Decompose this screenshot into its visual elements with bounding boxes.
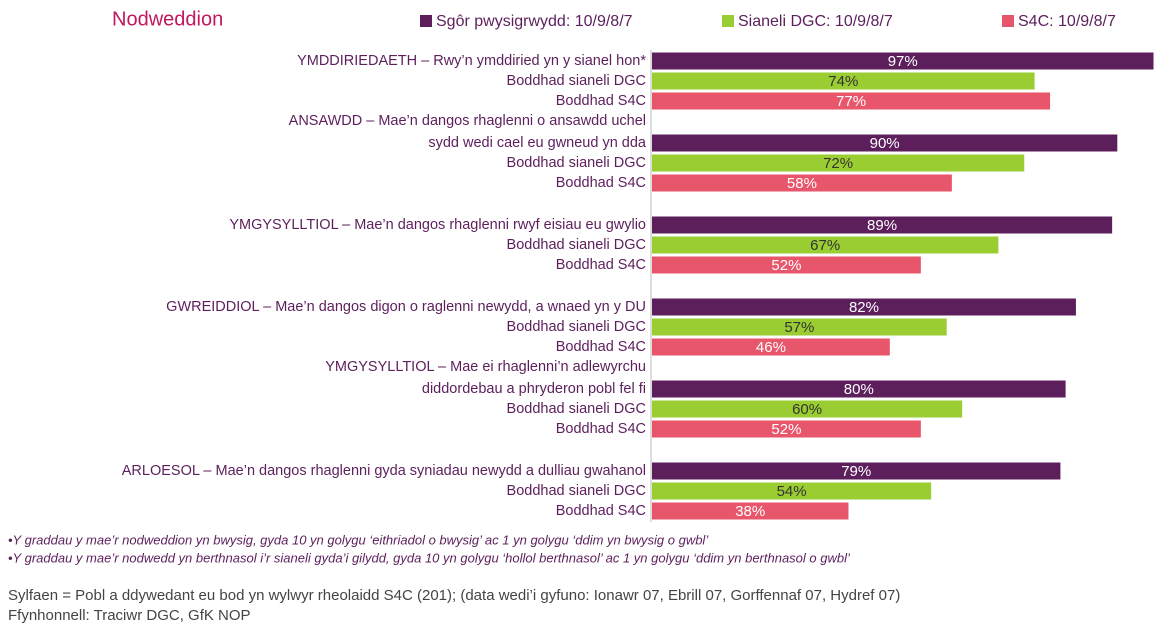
bar xyxy=(652,216,1113,234)
row-label: Boddhad sianeli DGC xyxy=(507,155,646,171)
category-label: GWREIDDIOL – Mae’n dangos digon o raglen… xyxy=(166,299,646,315)
value-label: 46% xyxy=(756,339,786,356)
value-label: 54% xyxy=(777,483,807,500)
category-label: diddordebau a phryderon pobl fel fi xyxy=(422,381,646,397)
row-label: Boddhad sianeli DGC xyxy=(507,401,646,417)
value-label: 72% xyxy=(823,155,853,172)
legend-swatch xyxy=(1002,15,1014,27)
category-label: ARLOESOL – Mae’n dangos rhaglenni gyda s… xyxy=(122,463,646,479)
footnote: •Y graddau y mae’r nodwedd yn berthnasol… xyxy=(8,550,851,565)
row-label: Boddhad sianeli DGC xyxy=(507,73,646,89)
bar xyxy=(652,380,1066,398)
bar xyxy=(652,298,1076,316)
value-label: 52% xyxy=(771,421,801,438)
value-label: 38% xyxy=(735,503,765,520)
row-label: Boddhad sianeli DGC xyxy=(507,483,646,499)
category-label: sydd wedi cael eu gwneud yn dda xyxy=(428,135,647,151)
row-label: Boddhad sianeli DGC xyxy=(507,237,646,253)
row-label: Boddhad S4C xyxy=(556,503,646,519)
bar xyxy=(652,400,963,418)
value-label: 90% xyxy=(870,135,900,152)
base-note: Sylfaen = Pobl a ddywedant eu bod yn wyl… xyxy=(8,587,900,604)
value-label: 89% xyxy=(867,217,897,234)
legend-label: Sianeli DGC: 10/9/8/7 xyxy=(738,13,893,30)
category-label: YMGYSYLLTIOL – Mae ei rhaglenni’n adlewy… xyxy=(325,359,646,375)
bar xyxy=(652,52,1154,70)
row-label: Boddhad S4C xyxy=(556,421,646,437)
bar xyxy=(652,134,1118,152)
bar xyxy=(652,318,947,336)
value-label: 57% xyxy=(784,319,814,336)
value-label: 97% xyxy=(888,53,918,70)
chart-title: Nodweddion xyxy=(112,8,223,30)
bar xyxy=(652,154,1025,172)
bar xyxy=(652,236,999,254)
category-label: ANSAWDD – Mae’n dangos rhaglenni o ansaw… xyxy=(289,113,646,129)
value-label: 67% xyxy=(810,237,840,254)
bar xyxy=(652,502,849,520)
row-label: Boddhad S4C xyxy=(556,93,646,109)
category-label: YMDDIRIEDAETH – Rwy’n ymddiried yn y sia… xyxy=(297,53,646,69)
footnote: •Y graddau y mae’r nodweddion yn bwysig,… xyxy=(8,532,709,547)
legend-swatch xyxy=(722,15,734,27)
value-label: 58% xyxy=(787,175,817,192)
bar xyxy=(652,174,952,192)
row-label: Boddhad S4C xyxy=(556,175,646,191)
value-label: 80% xyxy=(844,381,874,398)
bar xyxy=(652,482,932,500)
bar xyxy=(652,72,1035,90)
bar xyxy=(652,92,1051,110)
value-label: 52% xyxy=(771,257,801,274)
legend-label: Sgôr pwysigrwydd: 10/9/8/7 xyxy=(436,13,633,30)
row-label: Boddhad S4C xyxy=(556,257,646,273)
value-label: 77% xyxy=(836,93,866,110)
bar xyxy=(652,462,1061,480)
value-label: 74% xyxy=(828,73,858,90)
value-label: 60% xyxy=(792,401,822,418)
source-note: Ffynhonnell: Traciwr DGC, GfK NOP xyxy=(8,607,251,624)
bar xyxy=(652,338,890,356)
bar xyxy=(652,256,921,274)
row-label: Boddhad sianeli DGC xyxy=(507,319,646,335)
legend-label: S4C: 10/9/8/7 xyxy=(1018,13,1116,30)
row-label: Boddhad S4C xyxy=(556,339,646,355)
legend-swatch xyxy=(420,15,432,27)
bar xyxy=(652,420,921,438)
value-label: 82% xyxy=(849,299,879,316)
value-label: 79% xyxy=(841,463,871,480)
category-label: YMGYSYLLTIOL – Mae’n dangos rhaglenni rw… xyxy=(229,217,646,233)
